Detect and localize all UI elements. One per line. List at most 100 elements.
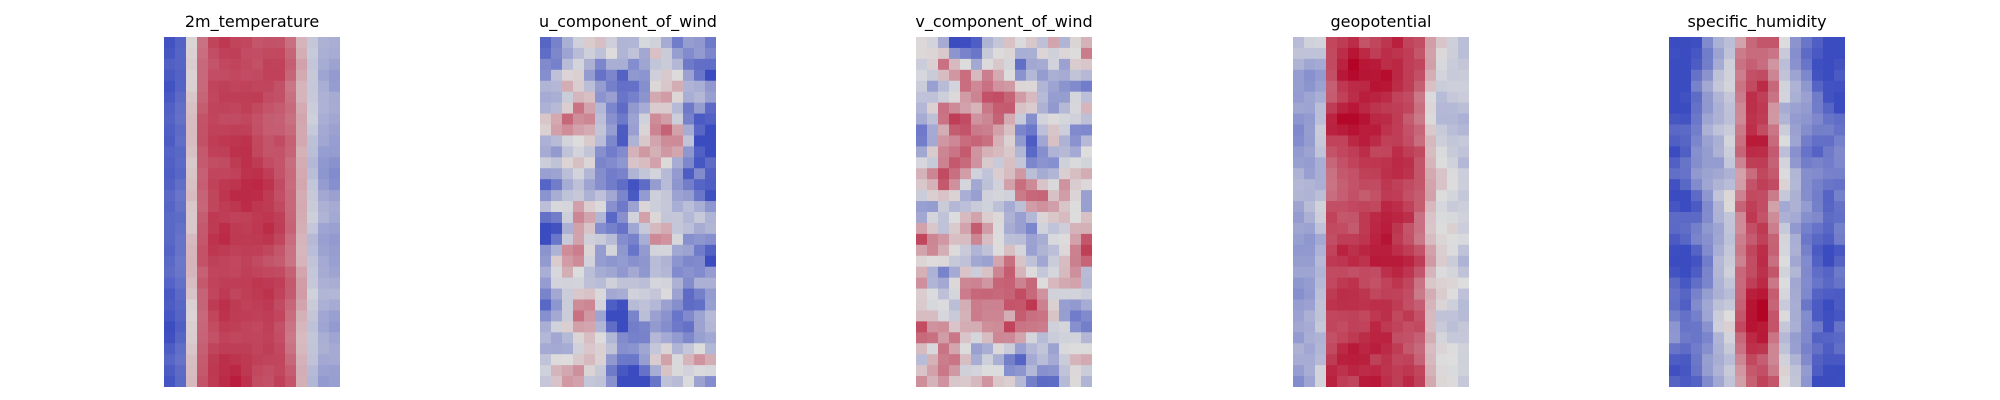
heatmap-cell	[1315, 244, 1327, 257]
heatmap-cell	[1834, 255, 1845, 268]
heatmap-cell	[1746, 212, 1758, 224]
heatmap-cell	[1735, 288, 1747, 301]
heatmap-cell	[318, 102, 330, 115]
heatmap-cell	[1037, 168, 1049, 180]
heatmap-cell	[285, 135, 297, 147]
heatmap-cell	[1348, 146, 1360, 158]
heatmap-cell	[606, 376, 618, 387]
heatmap-cell	[1381, 244, 1393, 257]
heatmap-cell	[252, 354, 264, 366]
heatmap-cell	[1337, 233, 1349, 246]
heatmap-cell	[197, 212, 209, 224]
heatmap-cell	[252, 146, 264, 158]
heatmap-cell	[1326, 332, 1338, 344]
heatmap-cell	[540, 288, 552, 301]
heatmap-cell	[617, 201, 629, 213]
heatmap-cell	[1823, 310, 1835, 322]
heatmap-cell	[208, 91, 220, 104]
heatmap-cell	[1403, 168, 1415, 180]
heatmap-cell	[186, 212, 198, 224]
heatmap-cell	[175, 244, 187, 257]
heatmap-cell	[1293, 310, 1305, 322]
heatmap-cell	[285, 354, 297, 366]
heatmap-cell	[1702, 69, 1714, 82]
heatmap-cell	[1059, 179, 1071, 191]
heatmap-cell	[982, 80, 994, 93]
heatmap-cell	[1381, 277, 1393, 290]
heatmap-cell	[971, 222, 983, 235]
heatmap-cell	[1757, 343, 1769, 355]
heatmap-cell	[617, 266, 629, 279]
heatmap-cell	[1757, 288, 1769, 301]
heatmap-cell	[219, 321, 231, 333]
heatmap-cell	[1037, 321, 1049, 333]
heatmap-cell	[1392, 310, 1404, 322]
heatmap-cell	[219, 332, 231, 344]
heatmap-cell	[705, 179, 716, 191]
heatmap-cell	[1436, 310, 1448, 322]
heatmap-cell	[1004, 201, 1016, 213]
heatmap-cell	[1304, 244, 1316, 257]
heatmap-cell	[1702, 354, 1714, 366]
heatmap-cell	[1768, 69, 1780, 82]
heatmap-cell	[1757, 255, 1769, 268]
heatmap-cell	[1337, 255, 1349, 268]
heatmap-cell	[1004, 179, 1016, 191]
heatmap-cell	[1790, 190, 1802, 202]
heatmap-cell	[584, 288, 596, 301]
heatmap-cell	[916, 69, 928, 82]
heatmap-cell	[1801, 135, 1813, 147]
heatmap-cell	[252, 255, 264, 268]
heatmap-cell	[1081, 135, 1092, 147]
heatmap-cell	[1669, 124, 1681, 137]
heatmap-cell	[1392, 113, 1404, 126]
heatmap-cell	[329, 179, 340, 191]
heatmap-cell	[1015, 365, 1027, 377]
heatmap-cell	[1414, 91, 1426, 104]
heatmap-cell	[252, 69, 264, 82]
heatmap-cell	[617, 233, 629, 246]
heatmap-cell	[1790, 69, 1802, 82]
heatmap-cell	[241, 179, 253, 191]
heatmap-cell	[1392, 354, 1404, 366]
heatmap-cell	[1702, 376, 1714, 387]
heatmap-cell	[650, 233, 662, 246]
heatmap-cell	[971, 244, 983, 257]
heatmap-cell	[263, 168, 275, 180]
heatmap-cell	[1414, 222, 1426, 235]
heatmap-cell	[274, 157, 286, 169]
heatmap-cell	[606, 222, 618, 235]
heatmap-cell	[307, 146, 319, 158]
heatmap-cell	[1059, 365, 1071, 377]
heatmap-cell	[540, 113, 552, 126]
heatmap-cell	[1757, 69, 1769, 82]
heatmap-cell	[1337, 190, 1349, 202]
heatmap-cell	[1015, 91, 1027, 104]
heatmap-cell	[1304, 310, 1316, 322]
heatmap-cell	[219, 124, 231, 137]
heatmap-cell	[628, 37, 640, 49]
heatmap-cell	[1081, 201, 1092, 213]
heatmap-cell	[186, 233, 198, 246]
heatmap-cell	[1691, 190, 1703, 202]
heatmap-cell	[241, 113, 253, 126]
heatmap-cell	[661, 255, 673, 268]
heatmap-cell	[949, 91, 961, 104]
heatmap-cell	[263, 80, 275, 93]
heatmap-cell	[1425, 47, 1437, 60]
heatmap-cell	[1768, 354, 1780, 366]
heatmap-cell	[1691, 37, 1703, 49]
heatmap-cell	[1779, 288, 1791, 301]
heatmap-cell	[1425, 321, 1437, 333]
heatmap-cell	[1370, 244, 1382, 257]
heatmap-cell	[1724, 354, 1736, 366]
heatmap-cell	[252, 332, 264, 344]
heatmap-cell	[1081, 113, 1092, 126]
heatmap-cell	[1304, 47, 1316, 60]
heatmap-cell	[274, 168, 286, 180]
heatmap-cell	[186, 244, 198, 257]
heatmap-cell	[263, 91, 275, 104]
heatmap-cell	[639, 343, 651, 355]
heatmap-cell	[1403, 376, 1415, 387]
heatmap-cell	[307, 37, 319, 49]
